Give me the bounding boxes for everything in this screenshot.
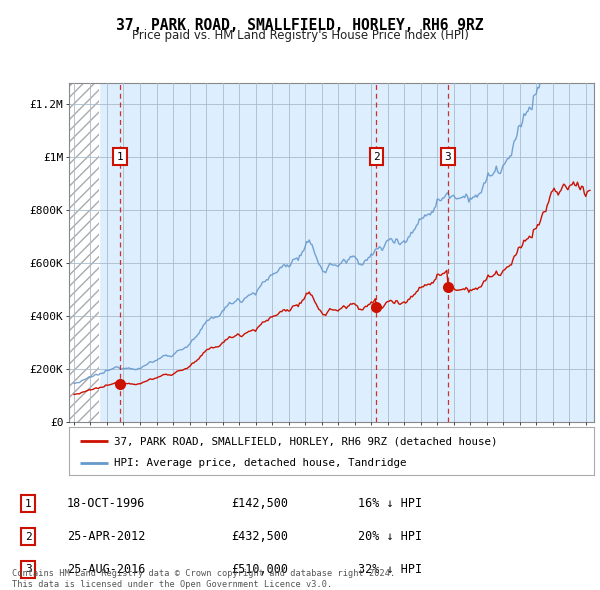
Text: HPI: Average price, detached house, Tandridge: HPI: Average price, detached house, Tand… xyxy=(113,458,406,468)
Text: 1: 1 xyxy=(25,499,32,509)
Text: Contains HM Land Registry data © Crown copyright and database right 2024.
This d: Contains HM Land Registry data © Crown c… xyxy=(12,569,395,589)
Text: £510,000: £510,000 xyxy=(231,563,288,576)
Text: 2: 2 xyxy=(25,532,32,542)
Text: 2: 2 xyxy=(373,152,380,162)
Text: 16% ↓ HPI: 16% ↓ HPI xyxy=(358,497,422,510)
Text: 37, PARK ROAD, SMALLFIELD, HORLEY, RH6 9RZ (detached house): 37, PARK ROAD, SMALLFIELD, HORLEY, RH6 9… xyxy=(113,436,497,446)
Text: 1: 1 xyxy=(117,152,124,162)
Text: 32% ↓ HPI: 32% ↓ HPI xyxy=(358,563,422,576)
Text: £432,500: £432,500 xyxy=(231,530,288,543)
Text: 18-OCT-1996: 18-OCT-1996 xyxy=(67,497,145,510)
Text: 25-AUG-2016: 25-AUG-2016 xyxy=(67,563,145,576)
Text: 37, PARK ROAD, SMALLFIELD, HORLEY, RH6 9RZ: 37, PARK ROAD, SMALLFIELD, HORLEY, RH6 9… xyxy=(116,18,484,32)
Text: 3: 3 xyxy=(25,564,32,574)
Text: 25-APR-2012: 25-APR-2012 xyxy=(67,530,145,543)
Text: £142,500: £142,500 xyxy=(231,497,288,510)
Text: 20% ↓ HPI: 20% ↓ HPI xyxy=(358,530,422,543)
Bar xyxy=(69,83,99,422)
Text: 3: 3 xyxy=(445,152,451,162)
Text: Price paid vs. HM Land Registry's House Price Index (HPI): Price paid vs. HM Land Registry's House … xyxy=(131,30,469,42)
Bar xyxy=(69,83,99,422)
